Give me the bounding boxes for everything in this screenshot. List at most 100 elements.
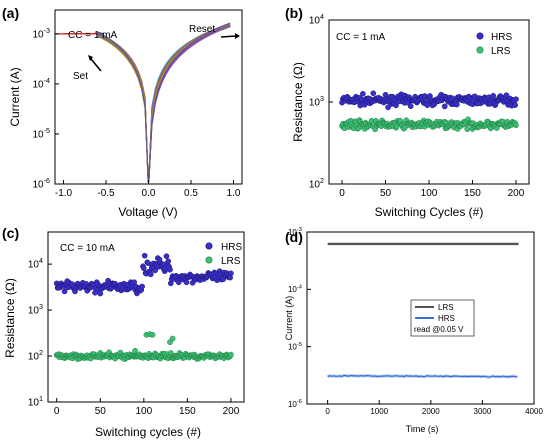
- annotation-cc: CC = 1 mA: [336, 32, 386, 43]
- point-hrs: [152, 267, 158, 274]
- y-tick-label: 101: [28, 394, 43, 409]
- x-tick-label: 3000: [474, 407, 492, 416]
- y-tick-label: 10-4: [288, 285, 303, 295]
- x-tick-label: 0: [339, 188, 345, 199]
- panel-a: (a) -1.0 -0.5 0.0 0.5 1.0 10-6 10-5 10-4 10-3 CC…: [2, 5, 243, 219]
- x-tick-label: 4000: [525, 407, 543, 416]
- annotation-cc: CC = 1 mA: [68, 30, 118, 41]
- legend-label-lrs: LRS: [221, 256, 241, 267]
- point-hrs: [513, 96, 519, 103]
- point-hrs: [183, 279, 190, 286]
- y-tick-label: 102: [28, 348, 43, 363]
- legend-label-lrs: LRS: [491, 46, 511, 57]
- point-hrs: [385, 104, 391, 111]
- y-tick-label: 10-4: [32, 76, 50, 91]
- x-axis-label: Voltage (V): [118, 205, 177, 219]
- legend-label-hrs: HRS: [438, 314, 455, 323]
- point-lrs: [228, 351, 234, 358]
- annotation-cc: CC = 10 mA: [60, 243, 115, 254]
- point-hrs: [453, 101, 460, 108]
- reset-arrow-head: [235, 33, 240, 39]
- x-tick-label: 50: [95, 406, 107, 417]
- point-hrs: [512, 102, 518, 108]
- panel-letter: (c): [2, 225, 19, 241]
- point-hrs: [147, 271, 154, 278]
- legend-marker-lrs: [205, 256, 213, 264]
- point-lrs: [464, 126, 471, 132]
- x-tick-label: 50: [380, 188, 392, 199]
- point-hrs: [139, 283, 145, 290]
- y-tick-label: 10-5: [32, 126, 50, 141]
- point-lrs-outlier: [169, 335, 176, 342]
- point-hrs: [407, 103, 414, 110]
- y-tick-label: 10-6: [32, 176, 50, 191]
- legend-marker-hrs: [205, 242, 213, 250]
- x-tick-label: 150: [179, 406, 196, 417]
- point-hrs: [163, 253, 170, 260]
- point-hrs: [370, 90, 377, 97]
- y-tick-label: 103: [28, 302, 43, 317]
- legend-label-hrs: HRS: [491, 32, 512, 43]
- legend-label-hrs: HRS: [221, 242, 242, 253]
- y-tick-label: 10-3: [32, 26, 50, 41]
- panel-d: (d) 0 1000 2000 3000 4000 10-6 10-5 10-4 10-3 LR…: [284, 227, 543, 434]
- annotation-set: Set: [73, 71, 88, 82]
- panel-letter: (a): [2, 5, 19, 21]
- point-lrs-outlier: [149, 331, 156, 338]
- point-hrs: [167, 266, 173, 273]
- point-hrs: [140, 265, 147, 272]
- legend-marker-hrs: [476, 32, 484, 40]
- panel-letter: (b): [285, 5, 303, 21]
- y-axis-label: Current (A): [8, 67, 22, 126]
- y-tick-label: 10-3: [288, 227, 302, 237]
- set-arrow: [90, 58, 102, 72]
- legend-label-lrs: LRS: [438, 303, 454, 312]
- x-axis-label: Switching cycles (#): [95, 425, 201, 439]
- y-tick-label: 102: [309, 176, 324, 191]
- point-hrs: [61, 288, 68, 295]
- point-hrs: [228, 270, 234, 277]
- y-tick-label: 10-5: [288, 342, 302, 352]
- y-tick-label: 104: [28, 256, 43, 271]
- x-tick-label: 200: [508, 188, 525, 199]
- panel-letter: (d): [285, 229, 303, 245]
- point-hrs: [141, 252, 148, 259]
- y-tick-label: 104: [309, 12, 324, 27]
- x-tick-label: -1.0: [55, 188, 73, 199]
- point-hrs: [441, 103, 448, 110]
- legend-marker-lrs: [476, 46, 484, 54]
- x-tick-label: 0.5: [184, 188, 198, 199]
- x-tick-label: 200: [223, 406, 240, 417]
- plot-frame: [47, 231, 245, 403]
- x-tick-label: 2000: [422, 407, 440, 416]
- point-lrs-outlier: [132, 347, 138, 354]
- x-tick-label: 1.0: [227, 188, 241, 199]
- x-axis-label: Switching Cycles (#): [375, 205, 484, 219]
- reset-arrow: [220, 35, 237, 38]
- y-tick-label: 103: [309, 94, 324, 109]
- iv-curve: [63, 22, 231, 183]
- x-tick-label: 0: [54, 406, 60, 417]
- point-hrs: [490, 92, 497, 99]
- x-tick-label: 0.0: [142, 188, 156, 199]
- x-tick-label: 1000: [370, 407, 388, 416]
- point-hrs: [360, 90, 366, 97]
- series-line-hrs: [327, 374, 518, 378]
- plot-frame: [306, 231, 535, 405]
- point-hrs: [165, 258, 172, 265]
- point-hrs: [97, 290, 104, 297]
- y-axis-label: Current (A): [284, 296, 294, 341]
- x-axis-label: Time (s): [406, 424, 439, 434]
- x-tick-label: 150: [464, 188, 481, 199]
- x-tick-label: 0: [325, 407, 330, 416]
- point-lrs: [513, 122, 519, 129]
- annotation-reset: Reset: [189, 24, 215, 35]
- set-arrow-head: [88, 55, 93, 61]
- y-axis-label: Resistance (Ω): [291, 62, 305, 142]
- iv-curves: [55, 22, 231, 183]
- legend-note-read: read @0.05 V: [414, 325, 464, 334]
- x-tick-label: -0.5: [97, 188, 115, 199]
